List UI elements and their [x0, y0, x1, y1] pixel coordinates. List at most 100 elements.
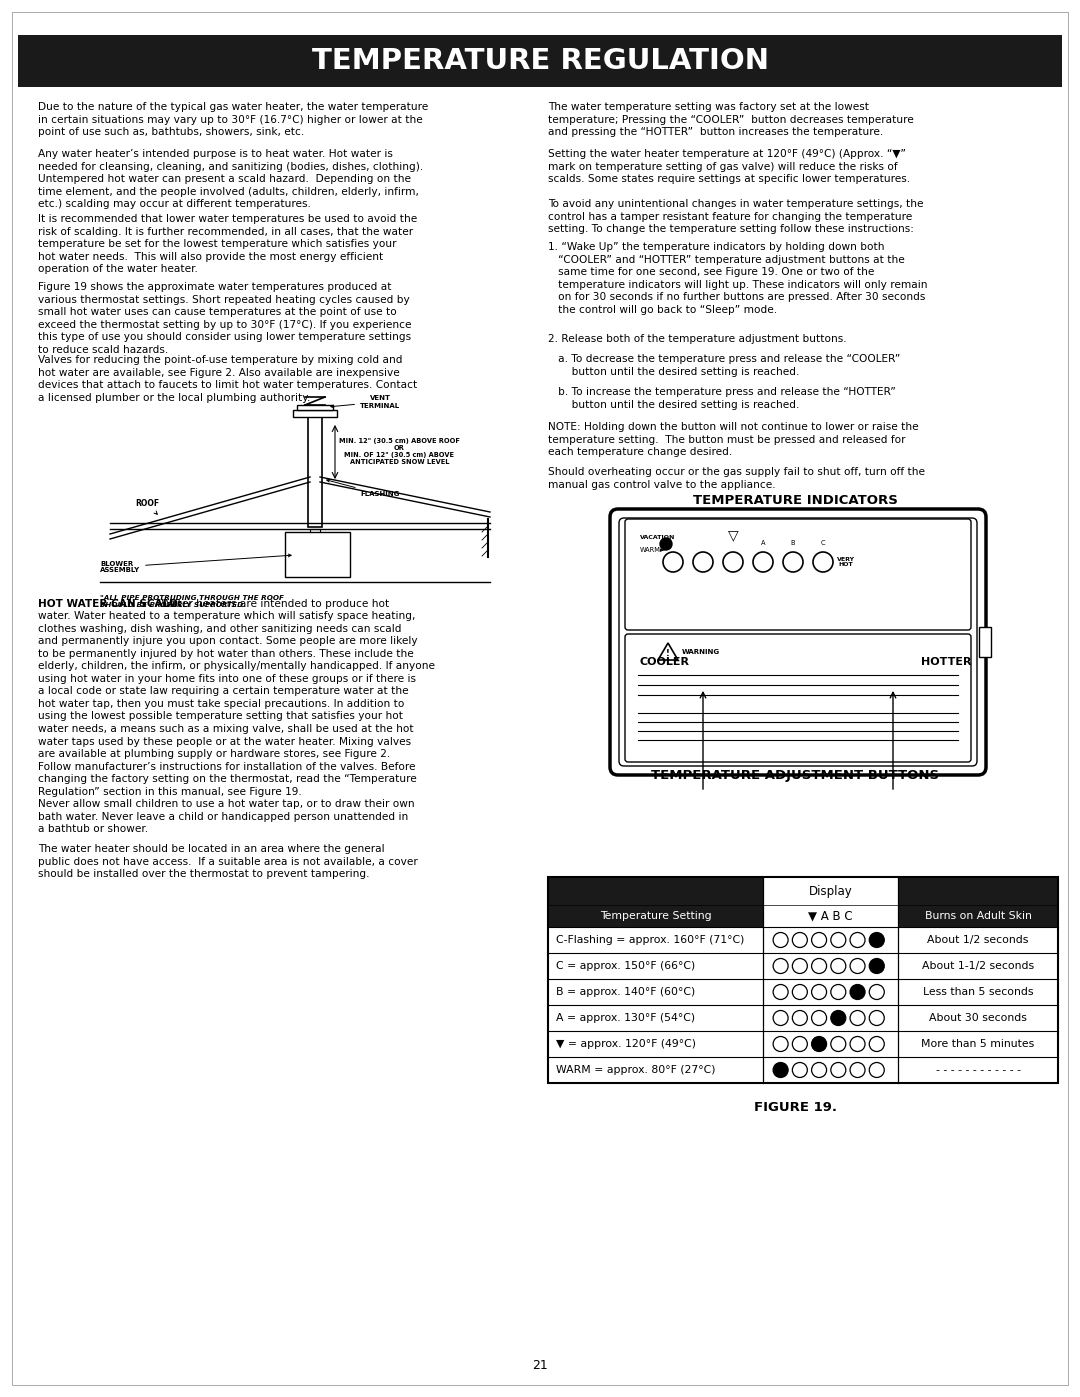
Text: Display: Display: [809, 884, 852, 897]
Circle shape: [869, 933, 885, 947]
Text: !: !: [666, 650, 670, 658]
Text: WARM►: WARM►: [640, 548, 666, 553]
Circle shape: [869, 958, 885, 974]
Circle shape: [663, 552, 683, 571]
Bar: [548, 928, 1058, 953]
Text: b. To increase the temperature press and release the “HOTTER”
       button unti: b. To increase the temperature press and…: [548, 387, 896, 409]
Text: More than 5 minutes: More than 5 minutes: [921, 1039, 1035, 1049]
Text: a. To decrease the temperature press and release the “COOLER”
       button unti: a. To decrease the temperature press and…: [548, 353, 901, 377]
Text: HOTTER: HOTTER: [921, 657, 972, 666]
Polygon shape: [658, 643, 678, 659]
Circle shape: [869, 985, 885, 999]
Circle shape: [831, 1010, 846, 1025]
Circle shape: [850, 933, 865, 947]
Circle shape: [783, 552, 804, 571]
Circle shape: [869, 1037, 885, 1052]
Bar: [548, 1004, 1058, 1031]
Bar: [310, 529, 320, 557]
Text: To avoid any unintentional changes in water temperature settings, the
control ha: To avoid any unintentional changes in wa…: [548, 198, 923, 235]
FancyBboxPatch shape: [610, 509, 986, 775]
Text: Due to the nature of the typical gas water heater, the water temperature
in cert: Due to the nature of the typical gas wat…: [38, 102, 429, 137]
Text: A = approx. 130°F (54°C): A = approx. 130°F (54°C): [556, 1013, 696, 1023]
Circle shape: [793, 985, 808, 999]
Circle shape: [850, 958, 865, 974]
Text: FLASHING: FLASHING: [327, 479, 400, 497]
Circle shape: [831, 958, 846, 974]
Circle shape: [811, 958, 826, 974]
Circle shape: [773, 933, 788, 947]
Text: "ALL PIPE PROTRUDING THROUGH THE ROOF
SHOULD BE PROPERLY SUPPORTED.: "ALL PIPE PROTRUDING THROUGH THE ROOF SH…: [100, 595, 284, 608]
Circle shape: [831, 985, 846, 999]
Text: About 1-1/2 seconds: About 1-1/2 seconds: [922, 961, 1034, 971]
Text: C-Flashing = approx. 160°F (71°C): C-Flashing = approx. 160°F (71°C): [556, 935, 744, 944]
Bar: [548, 1058, 1058, 1083]
Text: A: A: [760, 541, 766, 546]
Text: Valves for reducing the point-of-use temperature by mixing cold and
hot water ar: Valves for reducing the point-of-use tem…: [38, 355, 417, 402]
Circle shape: [869, 1063, 885, 1077]
Bar: [297, 405, 333, 409]
Text: Less than 5 seconds: Less than 5 seconds: [922, 988, 1034, 997]
Text: ▽: ▽: [728, 528, 739, 542]
Text: COOLER: COOLER: [640, 657, 690, 666]
Text: ▼ A B C: ▼ A B C: [808, 909, 853, 922]
Circle shape: [660, 538, 672, 550]
Circle shape: [679, 638, 727, 686]
Circle shape: [793, 1037, 808, 1052]
Text: ▼ = approx. 120°F (49°C): ▼ = approx. 120°F (49°C): [556, 1039, 696, 1049]
Text: Setting the water heater temperature at 120°F (49°C) (Approx. “▼”
mark on temper: Setting the water heater temperature at …: [548, 149, 910, 184]
Text: VENT
TERMINAL: VENT TERMINAL: [330, 395, 400, 408]
Bar: [548, 1031, 1058, 1058]
Text: Never allow small children to use a hot water tap, or to draw their own
bath wat: Never allow small children to use a hot …: [38, 799, 415, 834]
FancyBboxPatch shape: [625, 634, 971, 761]
Text: Temperature Setting: Temperature Setting: [599, 911, 712, 921]
Text: Water heaters are intended to produce hot: Water heaters are intended to produce ho…: [158, 599, 389, 609]
Text: 2. Release both of the temperature adjustment buttons.: 2. Release both of the temperature adjus…: [548, 334, 847, 344]
Bar: [293, 409, 337, 416]
Text: The water temperature setting was factory set at the lowest
temperature; Pressin: The water temperature setting was factor…: [548, 102, 914, 137]
Text: MIN. 12" (30.5 cm) ABOVE ROOF
OR
MIN. OF 12" (30.5 cm) ABOVE
ANTICIPATED SNOW LE: MIN. 12" (30.5 cm) ABOVE ROOF OR MIN. OF…: [339, 439, 460, 465]
Text: HOT WATER CAN SCALD:: HOT WATER CAN SCALD:: [38, 599, 183, 609]
Circle shape: [811, 933, 826, 947]
Circle shape: [850, 1063, 865, 1077]
Bar: [308, 416, 322, 527]
Text: FIGURE 19.: FIGURE 19.: [754, 1101, 837, 1113]
Circle shape: [811, 1063, 826, 1077]
Text: VERY
HOT: VERY HOT: [837, 556, 855, 567]
Text: ROOF: ROOF: [135, 500, 159, 514]
Circle shape: [793, 933, 808, 947]
Text: Burns on Adult Skin: Burns on Adult Skin: [924, 911, 1031, 921]
Circle shape: [693, 552, 713, 571]
Circle shape: [811, 1010, 826, 1025]
Circle shape: [850, 985, 865, 999]
Circle shape: [811, 1037, 826, 1052]
Text: 1. “Wake Up” the temperature indicators by holding down both
   “COOLER” and “HO: 1. “Wake Up” the temperature indicators …: [548, 242, 928, 314]
Text: TEMPERATURE ADJUSTMENT BUTTONS: TEMPERATURE ADJUSTMENT BUTTONS: [651, 768, 940, 782]
Text: TEMPERATURE INDICATORS: TEMPERATURE INDICATORS: [692, 495, 897, 507]
Bar: [548, 877, 1058, 928]
Text: Figure 19 shows the approximate water temperatures produced at
various thermosta: Figure 19 shows the approximate water te…: [38, 282, 411, 355]
Circle shape: [869, 1010, 885, 1025]
Text: Any water heater’s intended purpose is to heat water. Hot water is
needed for cl: Any water heater’s intended purpose is t…: [38, 149, 423, 210]
Text: Should overheating occur or the gas supply fail to shut off, turn off the
manual: Should overheating occur or the gas supp…: [548, 467, 924, 489]
Circle shape: [831, 1037, 846, 1052]
Bar: [18, 35, 1062, 87]
Text: About 1/2 seconds: About 1/2 seconds: [928, 935, 1028, 944]
Circle shape: [811, 985, 826, 999]
Text: BLOWER
ASSEMBLY: BLOWER ASSEMBLY: [100, 555, 292, 574]
Circle shape: [753, 552, 773, 571]
Text: The water heater should be located in an area where the general
public does not : The water heater should be located in an…: [38, 844, 418, 879]
Text: WARM = approx. 80°F (27°C): WARM = approx. 80°F (27°C): [556, 1065, 715, 1076]
Text: TEMPERATURE REGULATION: TEMPERATURE REGULATION: [311, 47, 769, 75]
Circle shape: [793, 1010, 808, 1025]
Circle shape: [793, 1063, 808, 1077]
Text: water. Water heated to a temperature which will satisfy space heating,
clothes w: water. Water heated to a temperature whi…: [38, 610, 435, 796]
FancyBboxPatch shape: [619, 518, 977, 766]
Circle shape: [831, 933, 846, 947]
Circle shape: [773, 1037, 788, 1052]
Circle shape: [773, 1063, 788, 1077]
Text: B: B: [791, 541, 795, 546]
Bar: [548, 979, 1058, 1004]
Circle shape: [869, 638, 917, 686]
Circle shape: [773, 985, 788, 999]
Text: C: C: [821, 541, 825, 546]
